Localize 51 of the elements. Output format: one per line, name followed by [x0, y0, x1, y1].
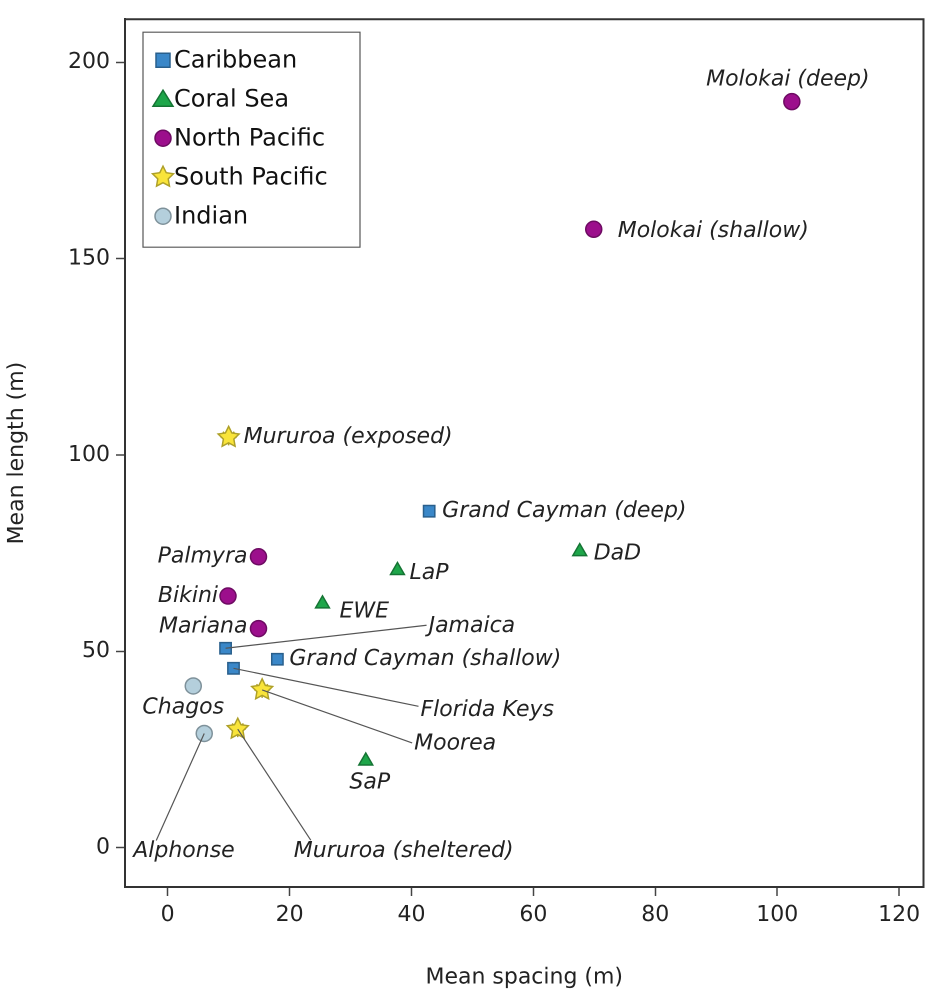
legend-label: Indian [174, 201, 248, 230]
legend-label: Coral Sea [174, 84, 290, 112]
point [219, 587, 237, 605]
x-tick-label: 40 [397, 902, 426, 927]
y-tick-label: 100 [68, 442, 110, 467]
y-tick-label: 200 [68, 49, 110, 74]
annotation: DaD [594, 540, 642, 566]
x-tick-label: 20 [276, 902, 304, 927]
annotation: EWE [339, 598, 390, 624]
x-tick-label: 100 [756, 902, 798, 927]
annotation: Bikini [158, 582, 218, 608]
x-tick-label: 120 [878, 902, 920, 927]
point [195, 724, 213, 742]
y-tick-label: 0 [96, 834, 110, 860]
annotation: Mariana [158, 613, 248, 638]
annotation: SaP [349, 770, 391, 795]
x-tick-label: 80 [641, 902, 670, 927]
point [250, 548, 268, 566]
point [584, 220, 602, 238]
y-tick-label: 150 [68, 245, 110, 270]
point [184, 677, 202, 695]
legend-label: South Pacific [174, 162, 328, 190]
point [219, 642, 232, 655]
point [250, 620, 268, 638]
annotation: Alphonse [131, 838, 235, 864]
annotation: Grand Cayman (shallow) [289, 646, 562, 671]
annotation: Jamaica [424, 612, 516, 638]
y-tick-label: 50 [82, 638, 110, 664]
annotation: Mururoa (exposed) [244, 424, 453, 450]
point [783, 92, 801, 110]
annotation: Palmyra [158, 543, 248, 568]
annotation: Grand Cayman (deep) [442, 498, 687, 523]
point [227, 662, 240, 675]
point [217, 426, 240, 448]
annotation: Mururoa (sheltered) [294, 838, 514, 863]
annotation: Molokai (shallow) [618, 218, 809, 243]
legend-label: North Pacific [174, 123, 326, 152]
point [250, 678, 274, 700]
annotation: Molokai (deep) [706, 66, 870, 92]
annotation: Chagos [142, 694, 224, 720]
x-tick-label: 0 [160, 902, 175, 927]
annotation: LaP [409, 560, 450, 586]
annotation: Florida Keys [420, 697, 554, 722]
point [226, 717, 249, 739]
x-axis-title: Mean spacing (m) [425, 964, 624, 990]
legend-label: Caribbean [174, 45, 298, 74]
point [422, 504, 436, 518]
x-tick-label: 60 [519, 902, 548, 927]
y-axis-title: Mean length (m) [4, 362, 29, 544]
annotation: Moorea [414, 730, 496, 756]
point [270, 652, 284, 666]
